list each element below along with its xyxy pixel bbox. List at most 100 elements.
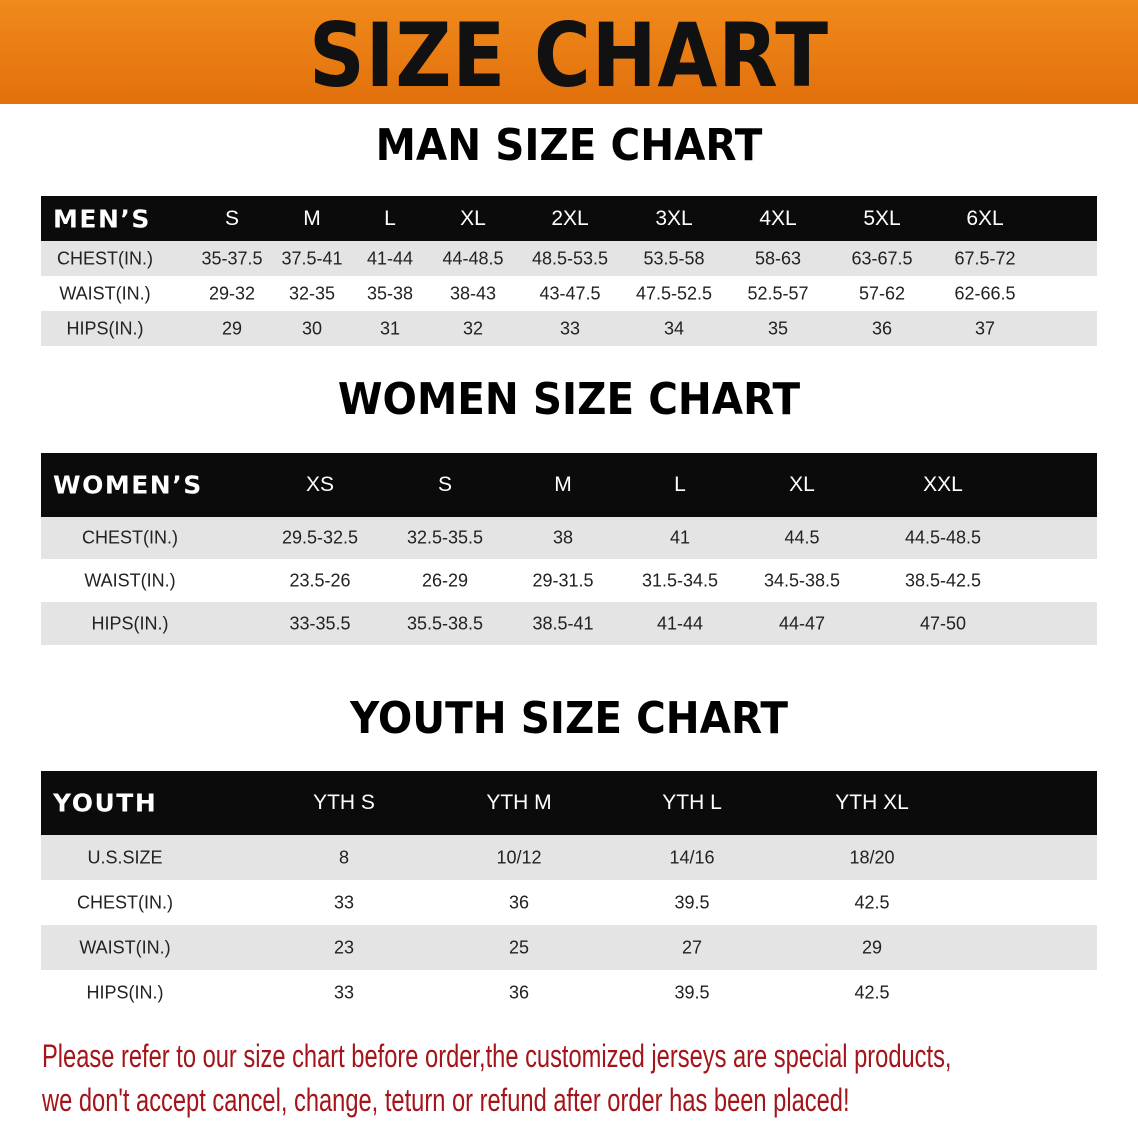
table-cell: 34.5-38.5	[763, 570, 841, 590]
youth-size-table: YOUTH YTH S YTH M YTH L YTH XL U.S.SIZE 8 10/12…	[41, 771, 1097, 1015]
table-cell: 36	[871, 318, 893, 338]
table-cell: 29.5-32.5	[281, 527, 359, 548]
row-label: MEN’S	[53, 204, 151, 233]
table-cell: 44-48.5	[442, 248, 504, 268]
women-section-title: WOMEN SIZE CHART	[337, 374, 801, 425]
table-cell: 43-47.5	[539, 283, 601, 303]
table-cell: 14/16	[669, 847, 715, 867]
table-cell: 10/12	[496, 847, 542, 867]
table-cell: 63-67.5	[851, 248, 913, 268]
table-header-row: WOMEN’S XS S M L XL XXL	[41, 453, 1097, 517]
table-cell: 47.5-52.5	[635, 283, 713, 303]
table-cell: 3XL	[655, 206, 693, 230]
men-section-title: MAN SIZE CHART	[375, 120, 763, 171]
row-label: WAIST(IN.)	[84, 570, 176, 590]
table-cell: 35-37.5	[201, 248, 263, 268]
women-size-table: WOMEN’S XS S M L XL XXL CHEST(IN.) 29.5-32.5 32.5…	[41, 453, 1097, 645]
table-cell: YTH S	[313, 791, 375, 814]
table-cell: 39.5	[674, 892, 710, 912]
table-cell: 48.5-53.5	[531, 248, 609, 268]
table-cell: 41-44	[656, 613, 704, 633]
row-label: CHEST(IN.)	[57, 248, 153, 268]
table-cell: 39.5	[674, 982, 710, 1002]
row-label: CHEST(IN.)	[82, 527, 178, 548]
table-cell: 23.5-26	[289, 570, 351, 590]
table-cell: 2XL	[551, 206, 589, 230]
table-row: WAIST(IN.) 23 25 27 29	[41, 925, 1097, 970]
table-cell: 26-29	[421, 570, 469, 590]
table-cell: L	[384, 206, 396, 230]
row-label: HIPS(IN.)	[91, 613, 169, 633]
table-cell: 35.5-38.5	[406, 613, 484, 633]
table-cell: 53.5-58	[643, 248, 705, 268]
table-cell: 34	[663, 318, 685, 338]
table-cell: 29	[221, 318, 243, 338]
table-row: U.S.SIZE 8 10/12 14/16 18/20	[41, 835, 1097, 880]
footer-notice-line-1: Please refer to our size chart before or…	[42, 1038, 952, 1074]
table-cell: 29	[861, 937, 883, 957]
table-cell: 35-38	[366, 283, 414, 303]
table-cell: 41	[669, 527, 691, 548]
table-cell: 57-62	[858, 283, 906, 303]
table-cell: 42.5	[854, 982, 890, 1002]
table-cell: 36	[508, 892, 530, 912]
table-cell: 29-32	[208, 283, 256, 303]
table-row: HIPS(IN.) 33-35.5 35.5-38.5 38.5-41 41-44 44-…	[41, 602, 1097, 645]
table-cell: 8	[338, 847, 350, 867]
table-cell: S	[437, 473, 453, 496]
table-cell: 33	[333, 892, 355, 912]
row-label: WAIST(IN.)	[59, 283, 151, 303]
table-cell: XXL	[923, 473, 963, 496]
table-cell: 62-66.5	[954, 283, 1016, 303]
table-cell: 38.5-41	[532, 613, 594, 633]
table-cell: 33-35.5	[289, 613, 351, 633]
table-cell: 5XL	[863, 206, 901, 230]
table-cell: 42.5	[854, 892, 890, 912]
table-cell: 32	[462, 318, 484, 338]
table-cell: 47-50	[919, 613, 967, 633]
table-cell: 32-35	[288, 283, 336, 303]
table-cell: YTH M	[486, 791, 552, 814]
table-row: HIPS(IN.) 29 30 31 32 33 34 35 36 37	[41, 311, 1097, 346]
table-cell: 37	[974, 318, 996, 338]
banner: SIZE CHART	[0, 0, 1138, 107]
table-cell: 44-47	[778, 613, 826, 633]
table-cell: M	[554, 473, 572, 496]
table-row: CHEST(IN.) 29.5-32.5 32.5-35.5 38 41 44.5 44.5…	[41, 517, 1097, 559]
table-cell: 25	[508, 937, 530, 957]
table-cell: 18/20	[849, 847, 895, 867]
table-row: WAIST(IN.) 23.5-26 26-29 29-31.5 31.5-34.5 34…	[41, 559, 1097, 602]
table-cell: 44.5-48.5	[904, 527, 982, 548]
table-cell: XL	[460, 206, 486, 230]
table-cell: 33	[333, 982, 355, 1002]
table-cell: 33	[559, 318, 581, 338]
table-cell: 38-43	[449, 283, 497, 303]
table-cell: YTH XL	[835, 791, 909, 814]
row-label: YOUTH	[53, 788, 158, 818]
table-cell: 35	[767, 318, 789, 338]
table-cell: 37.5-41	[281, 248, 343, 268]
banner-title: SIZE CHART	[309, 4, 829, 107]
table-cell: 58-63	[754, 248, 802, 268]
footer-notice-line-2: we don't accept cancel, change, teturn o…	[42, 1082, 850, 1118]
row-label: CHEST(IN.)	[77, 892, 173, 912]
table-header-row: YOUTH YTH S YTH M YTH L YTH XL	[41, 771, 1097, 835]
table-cell: 30	[301, 318, 323, 338]
table-cell: 41-44	[366, 248, 414, 268]
table-cell: L	[674, 473, 686, 496]
table-cell: 27	[681, 937, 703, 957]
table-row: CHEST(IN.) 33 36 39.5 42.5	[41, 880, 1097, 925]
table-cell: 38.5-42.5	[904, 570, 982, 590]
table-cell: 23	[333, 937, 355, 957]
table-cell: XL	[789, 473, 815, 496]
men-size-table: MEN’S S M L XL 2XL 3XL 4XL 5XL 6XL CHEST(IN.) 35-37…	[41, 196, 1097, 346]
table-cell: 67.5-72	[954, 248, 1016, 268]
table-row: CHEST(IN.) 35-37.5 37.5-41 41-44 44-48.5 48.5…	[41, 241, 1097, 276]
table-cell: 4XL	[759, 206, 797, 230]
table-cell: M	[303, 206, 321, 230]
table-cell: 36	[508, 982, 530, 1002]
table-cell: 38	[552, 527, 574, 548]
table-cell: 52.5-57	[747, 283, 809, 303]
table-row: WAIST(IN.) 29-32 32-35 35-38 38-43 43-47.5 47.…	[41, 276, 1097, 311]
row-label: WOMEN’S	[53, 470, 203, 500]
